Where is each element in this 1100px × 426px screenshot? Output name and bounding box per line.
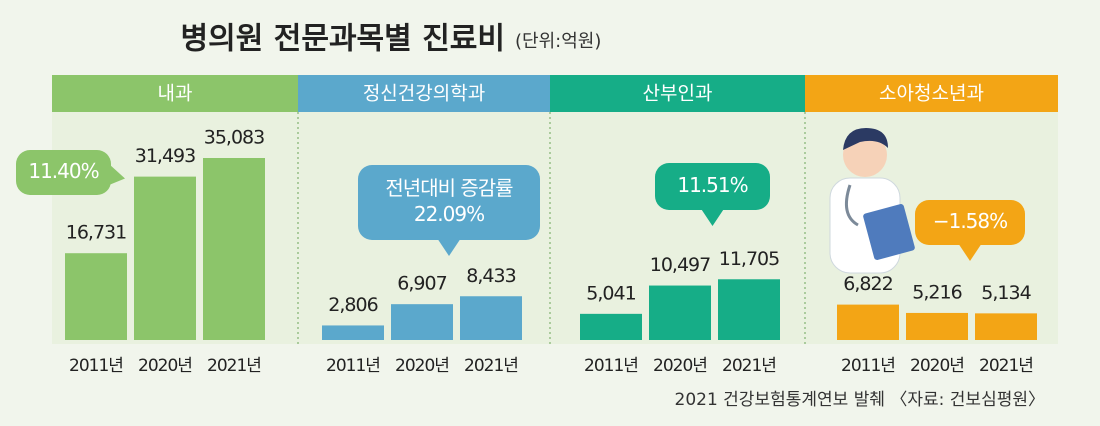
x-tick-label: 2020년 [653, 356, 707, 376]
x-tick-label: 2011년 [584, 356, 638, 376]
value-label: 11,705 [719, 248, 779, 270]
panel-title: 소아청소년과 [879, 83, 984, 105]
annotation: 11.40% [28, 159, 98, 183]
panel-title: 산부인과 [643, 83, 713, 105]
x-tick-label: 2020년 [395, 356, 449, 376]
bubble-tail [700, 208, 725, 226]
panel-title: 내과 [158, 83, 193, 105]
panel-title: 정신건강의학과 [363, 83, 485, 105]
x-tick-label: 2011년 [326, 356, 380, 376]
x-tick-label: 2021년 [979, 356, 1033, 376]
value-label: 35,083 [204, 127, 264, 149]
x-tick-label: 2020년 [910, 356, 964, 376]
value-label: 5,041 [586, 282, 635, 304]
annotation: 11.51% [677, 173, 747, 197]
bubble-tail [437, 238, 461, 256]
value-label: 2,806 [328, 294, 377, 316]
x-tick-label: 2021년 [464, 356, 518, 376]
bar [391, 304, 453, 340]
bar [718, 279, 780, 340]
x-tick-label: 2011년 [69, 356, 123, 376]
panel-header [298, 75, 550, 112]
bar [906, 312, 968, 340]
bar [460, 296, 522, 340]
bar [203, 158, 265, 340]
x-tick-label: 2020년 [138, 356, 192, 376]
x-tick-label: 2021년 [207, 356, 261, 376]
bar [134, 176, 196, 340]
bar [649, 285, 711, 340]
value-label: 8,433 [466, 265, 515, 287]
annotation: 22.09% [414, 202, 484, 226]
bar [837, 304, 899, 340]
annotation: −1.58% [933, 209, 1007, 233]
x-tick-label: 2011년 [841, 356, 895, 376]
value-label: 10,497 [650, 254, 710, 276]
unit-label: (단위:억원) [515, 31, 601, 52]
bar [580, 313, 642, 340]
bubble [655, 163, 770, 210]
value-label: 6,907 [397, 273, 446, 295]
page-title: 병의원 전문과목별 진료비 [181, 22, 506, 57]
doctor [829, 128, 915, 274]
bar [322, 325, 384, 340]
bubble-tail [958, 243, 982, 261]
value-label: 5,216 [912, 281, 961, 303]
bubble [915, 200, 1025, 245]
annotation: 전년대비 증감률 [385, 176, 513, 200]
bubble [16, 150, 111, 195]
bubble [358, 165, 540, 240]
x-tick-label: 2021년 [722, 356, 776, 376]
panel-header [52, 75, 298, 112]
panel-header [805, 75, 1058, 112]
panel-header [550, 75, 805, 112]
value-label: 16,731 [66, 222, 126, 244]
value-label: 6,822 [843, 273, 892, 295]
value-label: 31,493 [135, 145, 195, 167]
bar [65, 253, 127, 340]
value-label: 5,134 [981, 282, 1031, 304]
bar [975, 313, 1037, 340]
source: 2021 건강보험통계연보 발췌 〈자료: 건보심평원〉 [675, 390, 1046, 410]
bubble-tail [109, 164, 125, 185]
